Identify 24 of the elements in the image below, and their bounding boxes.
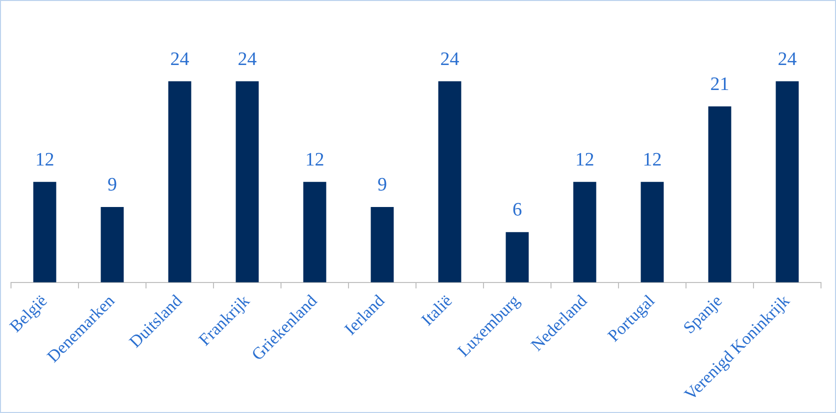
data-label: 24 <box>778 48 798 70</box>
bar <box>370 206 394 282</box>
data-label: 6 <box>512 200 522 221</box>
data-label: 24 <box>238 48 258 70</box>
data-label: 12 <box>305 149 324 170</box>
bar <box>33 182 56 282</box>
bar <box>303 182 326 282</box>
data-label: 12 <box>575 149 594 170</box>
data-label: 24 <box>170 48 190 70</box>
bar <box>168 81 192 282</box>
bar <box>776 81 799 282</box>
bar <box>506 232 529 282</box>
bar <box>640 182 664 282</box>
bar <box>438 81 462 282</box>
bar <box>100 206 124 282</box>
data-label: 24 <box>440 48 460 70</box>
bar <box>708 106 732 282</box>
data-label: 12 <box>642 149 662 170</box>
data-label: 12 <box>35 149 54 170</box>
data-label: 9 <box>378 174 387 196</box>
bar <box>573 182 596 282</box>
data-label: 9 <box>108 174 117 196</box>
data-label: 21 <box>710 74 730 95</box>
bar <box>236 81 259 282</box>
